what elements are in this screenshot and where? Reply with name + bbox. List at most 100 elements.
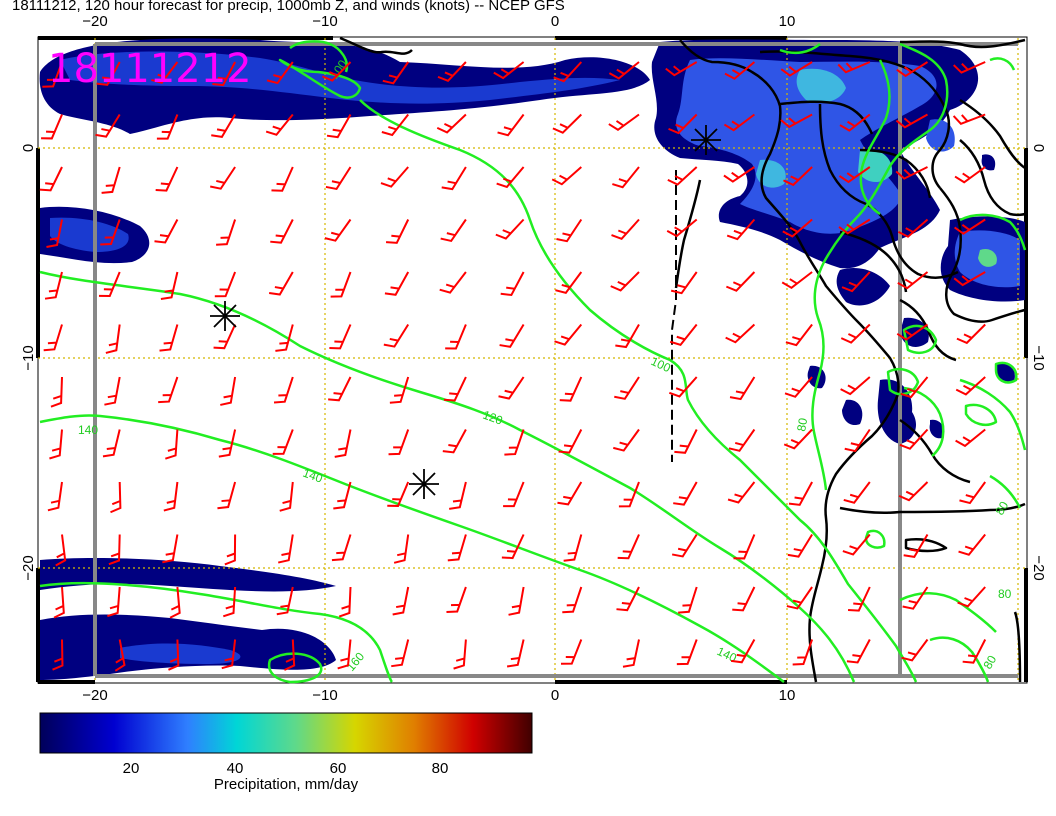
wind-barb (218, 429, 237, 458)
wind-barb (441, 166, 467, 191)
wind-barb (43, 324, 63, 352)
wind-barb (392, 586, 410, 616)
wind-barb (329, 324, 352, 350)
wind-barb (50, 376, 63, 408)
domain-box (93, 42, 1018, 678)
frame-edge-bars (36, 36, 1028, 684)
wind-barb (446, 586, 467, 613)
wind-barb (666, 218, 698, 238)
wind-barb (843, 481, 871, 504)
wind-barb (165, 429, 179, 460)
wind-barb (560, 639, 583, 665)
wind-barb (553, 61, 583, 83)
wind-barb (953, 61, 986, 74)
wind-barb (955, 376, 986, 396)
wind-barb (217, 481, 237, 510)
wind-barb (440, 218, 467, 243)
wind-barb (168, 639, 180, 671)
wind-barbs (39, 61, 987, 672)
wind-barb (270, 219, 294, 244)
wind-barb (615, 324, 640, 349)
wind-barb (220, 376, 237, 406)
wind-barb (608, 61, 640, 80)
wind-barb (98, 271, 121, 298)
wind-barb (732, 586, 756, 612)
wind-barb (508, 586, 525, 616)
top-lon-tick: 10 (779, 13, 796, 30)
wind-barb (321, 61, 352, 82)
bottom-lon-tick: −20 (82, 687, 107, 700)
wind-barb (163, 481, 179, 512)
wind-barb (787, 533, 813, 558)
wind-barb (671, 533, 698, 558)
wind-barb (665, 61, 698, 77)
precip-colorbar: 20 40 60 80 Precipitation, mm/day (39, 712, 533, 793)
wind-barb (55, 534, 67, 567)
wind-barb (668, 376, 698, 398)
wind-barb (559, 376, 583, 402)
wind-barb (837, 61, 871, 74)
wind-barb (52, 639, 64, 671)
wind-barb (151, 61, 179, 84)
wind-barb (162, 534, 179, 564)
wind-barb (952, 113, 986, 125)
wind-barb (445, 324, 467, 350)
wind-barb (903, 533, 929, 558)
contour-label: 120 (481, 408, 505, 428)
wind-barb (841, 271, 871, 293)
wind-barb (155, 166, 179, 192)
wind-barb (959, 481, 987, 505)
wind-barb (382, 61, 410, 85)
wind-barb (222, 586, 237, 618)
top-lon-tick: −10 (312, 13, 337, 30)
wind-barb (278, 534, 294, 564)
wind-barb (449, 481, 467, 510)
wind-barb (493, 61, 525, 80)
map-title: 18111212, 120 hour forecast for precip, … (12, 0, 565, 14)
wind-barb (447, 534, 467, 562)
wind-barb (506, 639, 525, 668)
wind-barb (393, 534, 410, 564)
wind-barb (503, 481, 525, 508)
wind-barb (160, 271, 179, 300)
wind-barb (786, 586, 813, 610)
contour-label: 80 (794, 417, 810, 433)
wind-barb (216, 219, 237, 246)
wind-barb (391, 639, 410, 668)
wind-barb (169, 586, 181, 619)
wind-barb (669, 323, 698, 347)
wind-barb (958, 533, 986, 556)
wind-barb (838, 166, 871, 184)
wind-barb (496, 166, 525, 189)
forecast-map: 100 100 120 140 140 160 80 80 80 80 140 … (20, 13, 1047, 700)
wind-barb (380, 166, 409, 188)
left-lat-tick: 0 (20, 144, 37, 152)
wind-barb (114, 639, 126, 672)
wind-barb (107, 586, 121, 618)
wind-barb (725, 323, 756, 344)
wind-barb (276, 586, 294, 616)
low-pressure-center (210, 301, 240, 331)
wind-barb (730, 639, 756, 664)
wind-barb (562, 586, 583, 614)
wind-barb (500, 271, 525, 297)
wind-barb (895, 166, 928, 180)
wind-barb (558, 429, 583, 454)
colorbar-tick: 40 (227, 760, 244, 777)
top-lon-tick: −20 (82, 13, 107, 30)
wind-barb (616, 586, 640, 612)
wind-barb (159, 324, 179, 352)
wind-barb (608, 113, 640, 131)
wind-barb (846, 639, 871, 664)
wind-barb (331, 534, 352, 562)
colorbar-label: Precipitation, mm/day (214, 776, 359, 793)
wind-barb (552, 113, 583, 134)
right-lat-tick: −20 (1030, 555, 1047, 580)
wind-barb (53, 586, 65, 619)
wind-barb (788, 481, 813, 506)
wind-barb (158, 376, 179, 404)
wind-barb (723, 166, 755, 183)
wind-barb (557, 481, 583, 506)
wind-barb (499, 323, 525, 348)
wind-barb (551, 166, 582, 186)
